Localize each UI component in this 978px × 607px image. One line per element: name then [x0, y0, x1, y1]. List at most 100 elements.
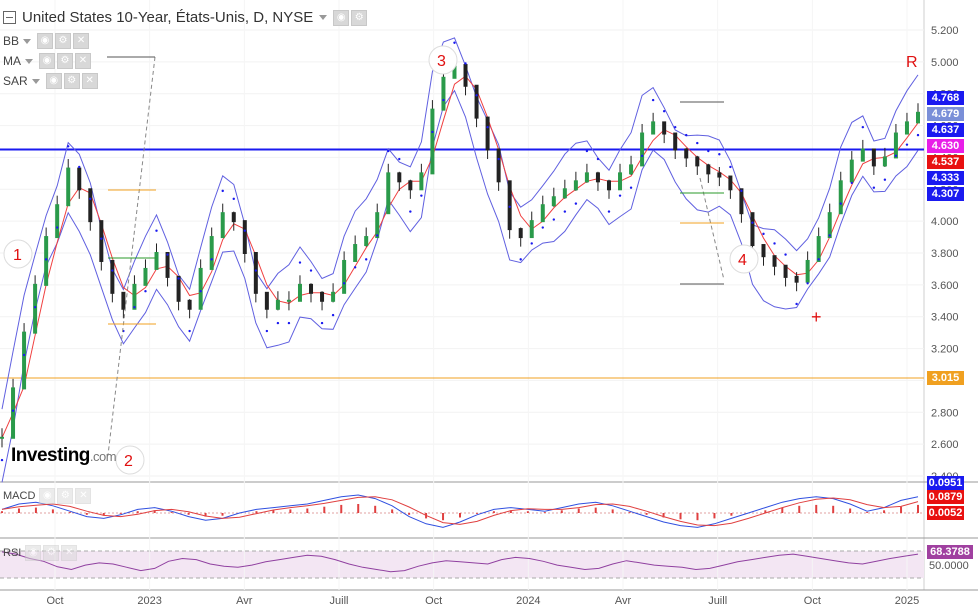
- x-tick-label: Avr: [615, 595, 632, 607]
- eye-icon[interactable]: ◉: [25, 545, 42, 561]
- y-tick-label: 4.000: [931, 216, 959, 228]
- gear-icon[interactable]: ⚙: [57, 488, 74, 504]
- candle-body: [253, 252, 258, 294]
- investing-logo: Investing.com: [11, 445, 117, 467]
- candle-body: [309, 283, 314, 294]
- candle-body: [717, 172, 722, 178]
- chevron-down-icon[interactable]: [319, 15, 328, 20]
- candle-body: [849, 159, 854, 183]
- close-icon[interactable]: ✕: [75, 488, 92, 504]
- rsi-legend[interactable]: RSI ◉ ⚙ ✕: [3, 545, 79, 561]
- chevron-down-icon[interactable]: [25, 58, 33, 64]
- macd-legend[interactable]: MACD ◉ ⚙ ✕: [3, 488, 93, 504]
- x-tick-label: Avr: [236, 595, 253, 607]
- candle-body: [463, 64, 468, 87]
- x-tick-label: 2025: [895, 595, 919, 607]
- wave-4-circle: [729, 244, 759, 274]
- x-tick-label: Oct: [46, 595, 63, 607]
- sar-dot: [751, 221, 754, 224]
- sar-dot: [850, 181, 853, 185]
- eye-icon[interactable]: ◉: [45, 73, 62, 89]
- wave-r-label: R: [906, 54, 918, 71]
- gear-icon[interactable]: ⚙: [55, 33, 72, 49]
- candle-body: [629, 164, 634, 175]
- price-tag: 4.679: [927, 107, 964, 121]
- eye-icon[interactable]: ◉: [39, 488, 56, 504]
- candle-body: [882, 156, 887, 167]
- eye-icon[interactable]: ◉: [39, 53, 55, 69]
- candle-body: [242, 220, 247, 254]
- indicator-row-bb[interactable]: BB ◉ ⚙ ✕: [3, 33, 91, 49]
- candle-body: [618, 172, 623, 191]
- macd-tag: 0.0879: [927, 490, 964, 504]
- eye-icon[interactable]: ◉: [37, 33, 54, 49]
- chevron-down-icon[interactable]: [31, 78, 40, 84]
- candle-body: [916, 111, 920, 124]
- y-tick-label: 5.200: [931, 25, 959, 37]
- candle-body: [673, 132, 678, 151]
- sar-dot: [398, 157, 401, 161]
- chevron-down-icon[interactable]: [23, 38, 32, 44]
- sar-dot: [773, 242, 776, 245]
- candle-body: [143, 267, 148, 286]
- bollinger-lower-band: [1, 89, 919, 483]
- candle-body: [99, 220, 104, 262]
- sar-dot: [784, 253, 787, 256]
- price-tag: 4.637: [927, 123, 964, 137]
- wave-2-label: 2: [124, 453, 133, 470]
- x-tick-label: Oct: [804, 595, 821, 607]
- sar-dot: [100, 237, 103, 240]
- close-icon[interactable]: ✕: [73, 33, 90, 49]
- candle-body: [595, 172, 600, 183]
- candle-body: [66, 167, 71, 207]
- candle-body: [827, 212, 832, 239]
- sar-dot: [232, 197, 235, 201]
- price-tag: 4.630: [927, 139, 964, 153]
- candle-body: [408, 180, 413, 191]
- candle-body: [297, 283, 302, 302]
- logo-suffix: .com: [89, 449, 117, 464]
- candle-body: [286, 299, 291, 302]
- candle-body: [474, 84, 479, 119]
- sar-dot: [894, 154, 898, 158]
- sar-dot: [177, 277, 180, 280]
- candle-body: [44, 236, 49, 286]
- indicator-row-ma[interactable]: MA ◉ ⚙ ✕: [3, 53, 93, 69]
- sar-dot: [67, 145, 70, 148]
- candle-body: [871, 148, 876, 167]
- sar-dot: [508, 205, 511, 209]
- dashed-wave-line-a: [107, 56, 156, 456]
- chart-title: United States 10-Year, États-Unis, D, NY…: [22, 9, 314, 26]
- sar-dot: [607, 210, 611, 213]
- sar-dot: [11, 409, 15, 412]
- eye-icon[interactable]: ◉: [333, 9, 350, 26]
- sar-dot: [453, 41, 456, 44]
- sar-dot: [916, 133, 920, 137]
- price-tag: 4.307: [927, 187, 964, 201]
- sar-dot: [22, 353, 26, 357]
- rsi-level-label: 50.0000: [929, 560, 969, 572]
- candle-body: [893, 132, 898, 159]
- candle-body: [496, 148, 501, 183]
- sar-dot: [475, 94, 478, 97]
- gear-icon[interactable]: ⚙: [57, 53, 73, 69]
- sar-dot: [762, 232, 765, 236]
- indicator-row-sar[interactable]: SAR ◉ ⚙ ✕: [3, 73, 100, 89]
- sar-dot: [243, 229, 246, 232]
- wave-1-label: 1: [13, 247, 22, 264]
- gear-icon[interactable]: ⚙: [351, 9, 368, 26]
- sar-dot: [78, 165, 81, 169]
- sar-dot: [905, 143, 909, 146]
- price-tag: 4.768: [927, 91, 964, 105]
- candle-body: [187, 299, 192, 310]
- close-icon[interactable]: ✕: [61, 545, 78, 561]
- sar-dot: [718, 153, 721, 156]
- close-icon[interactable]: ✕: [75, 53, 91, 69]
- close-icon[interactable]: ✕: [81, 73, 98, 89]
- collapse-icon[interactable]: [3, 11, 16, 24]
- sar-dot: [464, 62, 467, 65]
- gear-icon[interactable]: ⚙: [63, 73, 80, 89]
- candle-body: [529, 220, 534, 239]
- gear-icon[interactable]: ⚙: [43, 545, 60, 561]
